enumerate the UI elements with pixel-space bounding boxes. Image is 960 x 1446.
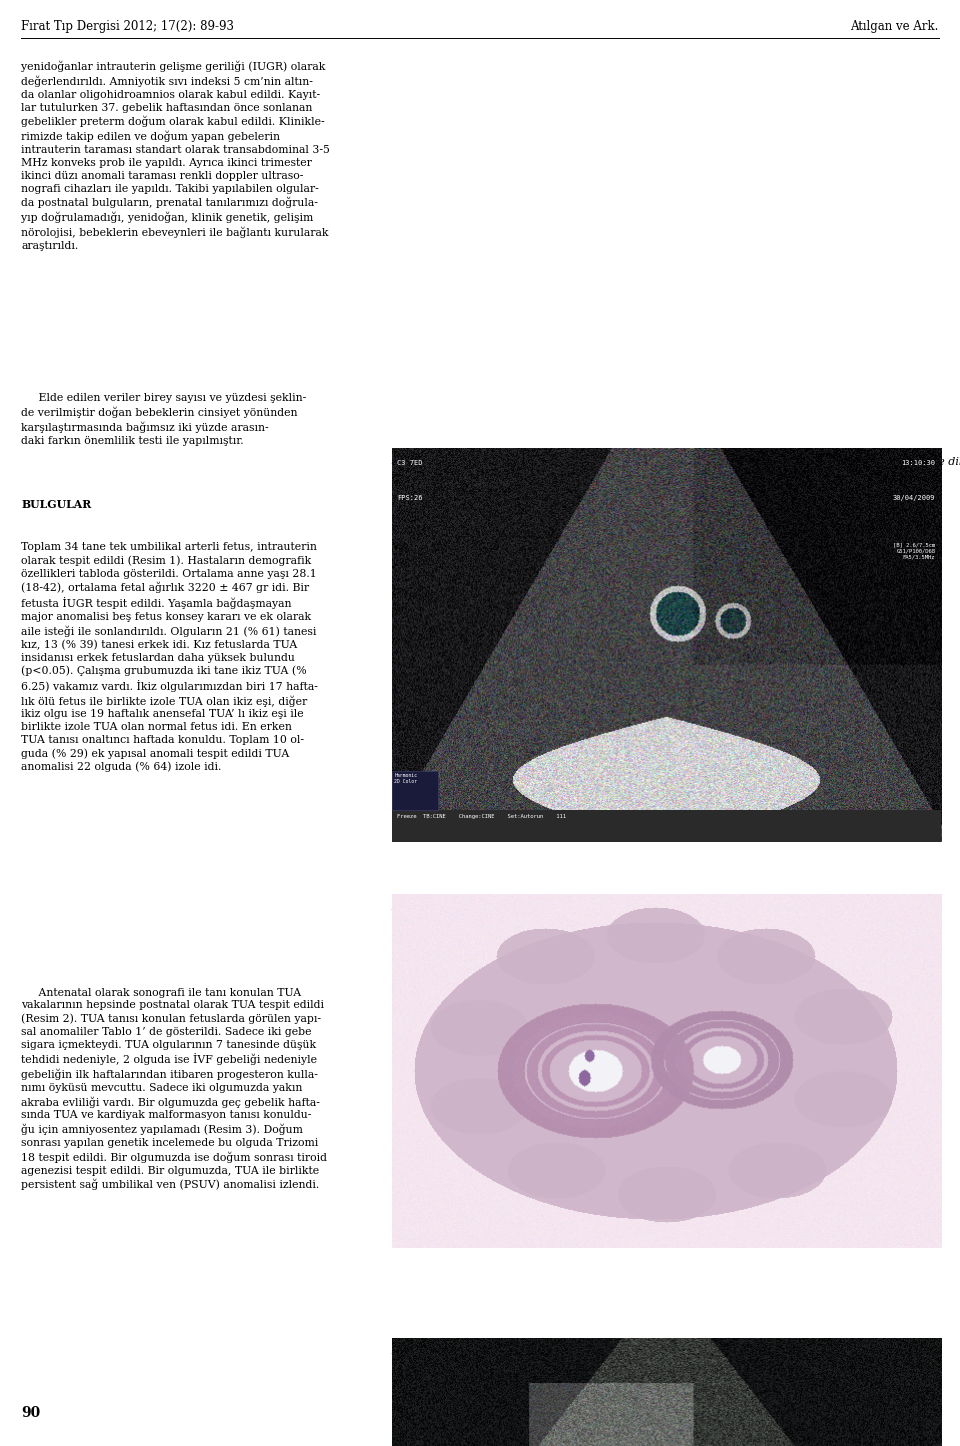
Text: Resim 2.: Resim 2. — [392, 901, 445, 912]
Text: FPS:26: FPS:26 — [397, 496, 422, 502]
Text: Antenatal olarak sonografi ile tanı konulan TUA
vakalarının hepsinde postnatal o: Antenatal olarak sonografi ile tanı konu… — [21, 988, 327, 1190]
Text: Elde edilen veriler birey sayısı ve yüzdesi şeklin-
de verilmiştir doğan bebekle: Elde edilen veriler birey sayısı ve yüzd… — [21, 393, 306, 445]
Text: Harmonic
2D Color: Harmonic 2D Color — [395, 772, 418, 784]
Text: Resim 1.: Resim 1. — [392, 455, 445, 467]
Text: Toplam 34 tane tek umbilikal arterli fetus, intrauterin
olarak tespit edildi (Re: Toplam 34 tane tek umbilikal arterli fet… — [21, 542, 318, 772]
Text: Tek umbilikal ven ve arterin histolojik görünümü (HEX10).: Tek umbilikal ven ve arterin histolojik … — [464, 901, 802, 911]
Text: yenidoğanlar intrauterin gelişme geriliği (IUGR) olarak
değerlendırıldı. Amniyot: yenidoğanlar intrauterin gelişme geriliğ… — [21, 61, 330, 250]
Text: 90: 90 — [21, 1406, 40, 1420]
Text: BULGULAR: BULGULAR — [21, 499, 91, 510]
Text: Fırat Tıp Dergisi 2012; 17(2): 89-93: Fırat Tıp Dergisi 2012; 17(2): 89-93 — [21, 20, 234, 32]
Text: Tek umbilikal arterin ultrasonografik görünümü. Umbilikal kordonun uzun eksenine: Tek umbilikal arterin ultrasonografik gö… — [464, 455, 960, 467]
Text: [B] 2.6/7.5cm
G51/P100/D68
FA5/3.5MHz: [B] 2.6/7.5cm G51/P100/D68 FA5/3.5MHz — [893, 542, 935, 560]
Text: 13:10:30: 13:10:30 — [901, 460, 935, 466]
Bar — [392, 810, 941, 842]
Text: Resim 3.: Resim 3. — [392, 1345, 445, 1356]
Text: C3 7ED: C3 7ED — [397, 460, 422, 466]
Text: Atılgan ve Ark.: Atılgan ve Ark. — [851, 20, 939, 32]
Bar — [392, 771, 439, 810]
Text: 30/04/2009: 30/04/2009 — [893, 496, 935, 502]
Text: Freeze  TB:CINE    Change:CINE    Set:Autorun    111: Freeze TB:CINE Change:CINE Set:Autorun 1… — [397, 814, 566, 818]
Text: TUA ve VSD izlenen Trizomi 18 olgusu.: TUA ve VSD izlenen Trizomi 18 olgusu. — [464, 1345, 688, 1355]
